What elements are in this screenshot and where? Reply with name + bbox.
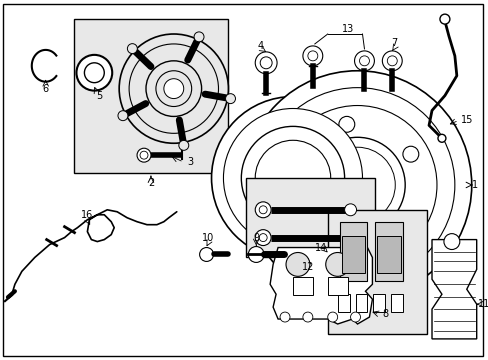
Circle shape (76, 55, 112, 91)
Bar (337, 294, 349, 312)
Circle shape (179, 140, 188, 150)
Text: 15: 15 (460, 116, 472, 125)
Bar (339, 222, 366, 281)
Circle shape (248, 247, 264, 262)
Bar (341, 235, 365, 273)
Bar (327, 277, 347, 295)
Circle shape (280, 312, 289, 322)
Circle shape (302, 46, 322, 66)
Circle shape (243, 71, 471, 299)
Circle shape (344, 204, 356, 216)
Text: 7: 7 (390, 38, 397, 48)
Text: 16: 16 (81, 210, 93, 220)
Polygon shape (273, 210, 312, 255)
Text: 5: 5 (96, 91, 102, 100)
Circle shape (255, 202, 270, 218)
Text: 3: 3 (187, 157, 193, 167)
Circle shape (437, 134, 445, 142)
Text: 2: 2 (147, 178, 154, 188)
Bar (373, 294, 385, 312)
Polygon shape (431, 240, 476, 339)
Bar (375, 222, 403, 281)
Circle shape (439, 14, 449, 24)
Circle shape (137, 148, 151, 162)
Text: 11: 11 (477, 299, 488, 309)
Circle shape (225, 94, 235, 104)
Circle shape (302, 312, 312, 322)
Text: 10: 10 (202, 233, 214, 243)
Bar (355, 294, 366, 312)
Circle shape (119, 34, 228, 143)
Bar (327, 210, 426, 334)
Circle shape (325, 252, 349, 276)
Circle shape (127, 44, 137, 54)
Text: 1: 1 (471, 180, 477, 190)
Bar (74, 19, 228, 173)
Circle shape (194, 32, 203, 42)
Text: 13: 13 (341, 24, 353, 34)
Text: 6: 6 (42, 84, 49, 94)
Circle shape (344, 231, 356, 244)
Bar (246, 178, 375, 257)
Circle shape (327, 312, 337, 322)
Circle shape (84, 63, 104, 83)
Circle shape (350, 312, 360, 322)
Circle shape (211, 96, 374, 260)
Circle shape (163, 79, 183, 99)
Circle shape (443, 234, 459, 249)
Text: 9: 9 (253, 233, 259, 243)
Circle shape (255, 140, 330, 216)
Text: 12: 12 (301, 262, 313, 273)
Circle shape (118, 111, 128, 121)
Circle shape (223, 108, 362, 248)
Bar (292, 277, 312, 295)
Text: 4: 4 (257, 41, 263, 51)
Circle shape (382, 51, 402, 71)
Circle shape (285, 252, 309, 276)
Circle shape (255, 230, 270, 246)
Bar (377, 235, 400, 273)
Circle shape (241, 126, 344, 230)
Circle shape (199, 248, 213, 261)
Text: 14: 14 (314, 243, 326, 252)
Circle shape (255, 52, 277, 74)
Polygon shape (269, 248, 372, 324)
Text: 8: 8 (382, 309, 387, 319)
Circle shape (354, 51, 374, 71)
Bar (390, 294, 403, 312)
